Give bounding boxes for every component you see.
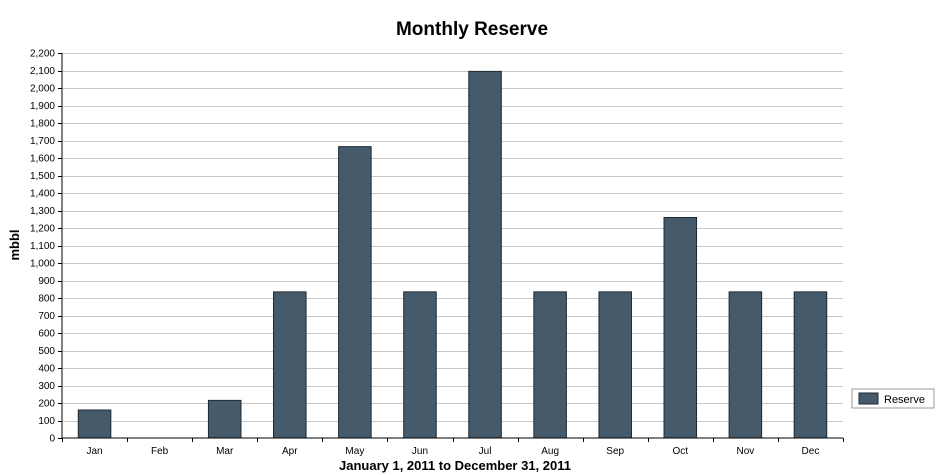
bar-jul xyxy=(468,70,502,439)
bar-jun xyxy=(403,291,437,439)
y-tick-label: 500 xyxy=(38,346,55,357)
axes xyxy=(61,53,843,439)
gridlines xyxy=(62,53,843,422)
y-tick-label: 300 xyxy=(38,381,55,392)
y-tick-label: 1,000 xyxy=(30,259,55,270)
x-tick-label: Jun xyxy=(412,446,428,457)
bar-jan xyxy=(77,409,112,439)
bars xyxy=(77,70,828,439)
legend-swatch xyxy=(858,392,879,405)
y-tick-label: 1,400 xyxy=(30,189,55,200)
x-tick-label: Jul xyxy=(479,446,492,457)
x-tick-label: Mar xyxy=(216,446,234,457)
y-tick-label: 200 xyxy=(38,399,55,410)
x-tick-label: Aug xyxy=(541,446,559,457)
x-tick-label: Dec xyxy=(802,446,820,457)
y-axis-title: mbbl xyxy=(7,229,22,260)
y-tick-label: 2,100 xyxy=(30,66,55,77)
y-tick-label: 1,100 xyxy=(30,241,55,252)
legend-label: Reserve xyxy=(884,394,925,406)
y-tick-label: 600 xyxy=(38,329,55,340)
y-tick-label: 900 xyxy=(38,276,55,287)
y-tick-label: 2,000 xyxy=(30,84,55,95)
x-tick-label: Nov xyxy=(736,446,754,457)
x-tick-label: Sep xyxy=(606,446,624,457)
y-tick-label: 1,600 xyxy=(30,154,55,165)
y-tick-label: 2,200 xyxy=(30,49,55,60)
bar-nov xyxy=(728,291,763,439)
bar-aug xyxy=(533,291,567,439)
x-ticks: Jan Feb Mar Apr May Jun Jul Aug Sep Oct Nov Dec xyxy=(62,438,844,457)
bar-dec xyxy=(793,291,828,439)
chart-title: Monthly Reserve xyxy=(396,19,548,40)
y-tick-label: 100 xyxy=(38,416,55,427)
y-tick-label: 1,800 xyxy=(30,119,55,130)
y-tick-label: 1,700 xyxy=(30,136,55,147)
bar-apr xyxy=(273,291,307,439)
y-tick-label: 0 xyxy=(49,434,55,445)
legend: Reserve xyxy=(851,388,935,409)
bar-may xyxy=(338,146,372,439)
y-tick-label: 1,300 xyxy=(30,206,55,217)
x-tick-label: Jan xyxy=(86,446,102,457)
y-ticks: 0 100 200 300 400 500 600 700 800 900 1,000 1,100 1,… xyxy=(30,49,62,445)
y-tick-label: 800 xyxy=(38,294,55,305)
bar-mar xyxy=(207,399,242,439)
bar-oct xyxy=(663,217,698,439)
y-tick-label: 1,900 xyxy=(30,101,55,112)
y-tick-label: 1,500 xyxy=(30,171,55,182)
x-tick-label: May xyxy=(345,446,364,457)
x-tick-label: Feb xyxy=(151,446,169,457)
bar-sep xyxy=(598,291,632,439)
x-tick-label: Apr xyxy=(282,446,298,457)
y-tick-label: 400 xyxy=(38,364,55,375)
x-tick-label: Oct xyxy=(673,446,689,457)
y-tick-label: 700 xyxy=(38,311,55,322)
x-axis-title: January 1, 2011 to December 31, 2011 xyxy=(339,458,571,473)
y-tick-label: 1,200 xyxy=(30,224,55,235)
